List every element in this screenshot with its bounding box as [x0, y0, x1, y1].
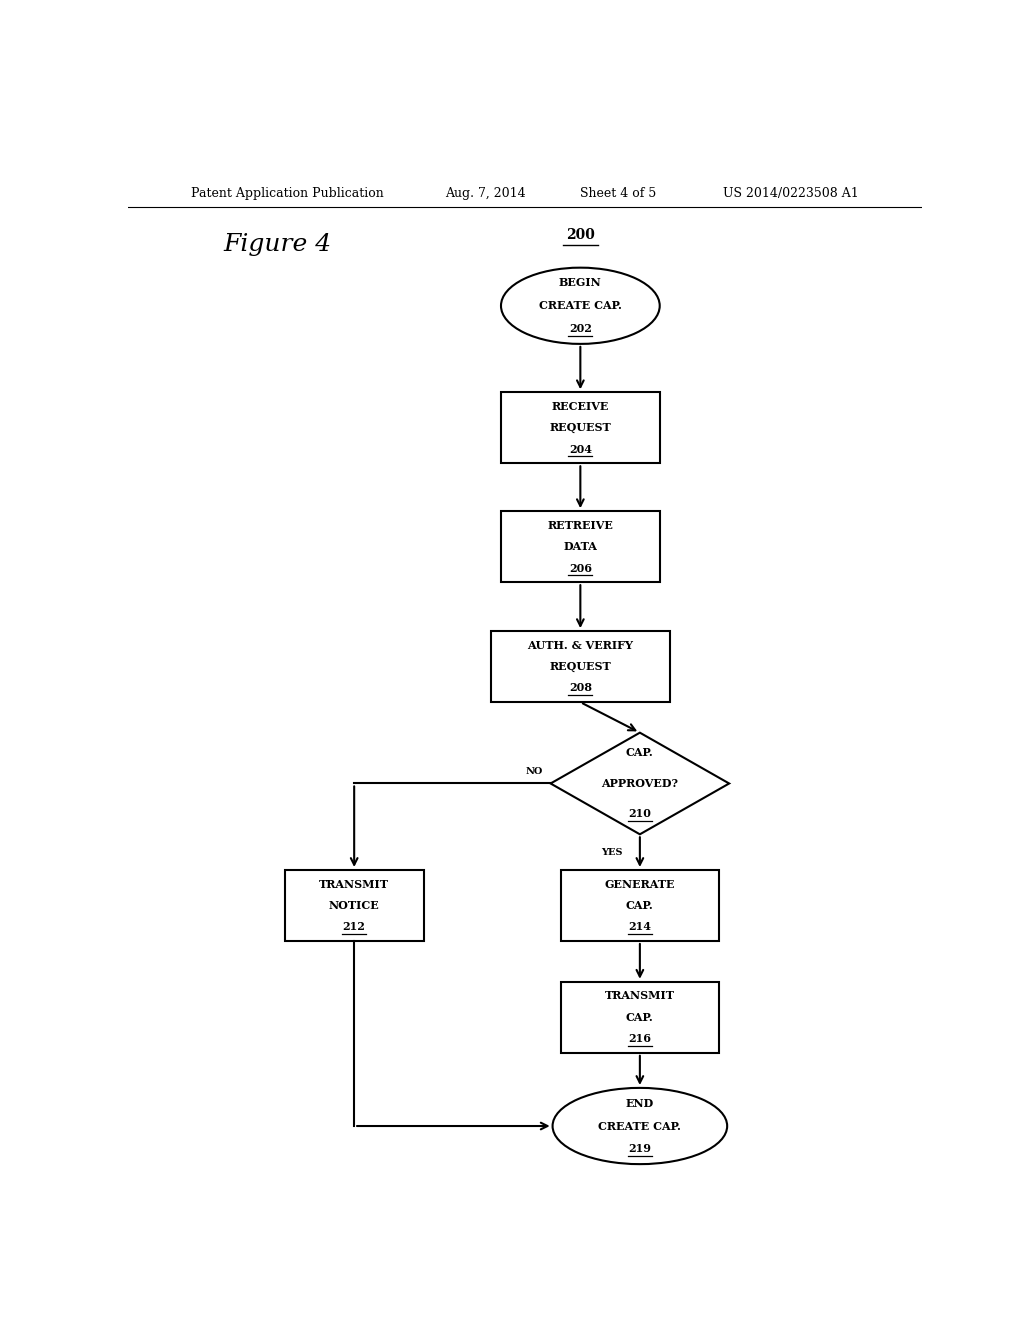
Bar — [501, 511, 659, 582]
Text: CAP.: CAP. — [626, 900, 653, 911]
Text: END: END — [626, 1098, 654, 1109]
Text: US 2014/0223508 A1: US 2014/0223508 A1 — [723, 187, 859, 201]
Text: GENERATE: GENERATE — [604, 879, 675, 890]
Text: AUTH. & VERIFY: AUTH. & VERIFY — [527, 640, 634, 651]
Text: 204: 204 — [569, 444, 592, 454]
Text: TRANSMIT: TRANSMIT — [319, 879, 389, 890]
Text: CREATE CAP.: CREATE CAP. — [598, 1121, 681, 1131]
Text: 219: 219 — [629, 1143, 651, 1155]
Bar — [560, 870, 719, 941]
Text: REQUEST: REQUEST — [550, 661, 611, 672]
Text: CREATE CAP.: CREATE CAP. — [539, 300, 622, 312]
Text: NOTICE: NOTICE — [329, 900, 380, 911]
Text: NO: NO — [525, 767, 543, 776]
Text: RETREIVE: RETREIVE — [548, 520, 613, 531]
Text: APPROVED?: APPROVED? — [601, 777, 678, 789]
Text: 208: 208 — [569, 682, 592, 693]
Bar — [560, 982, 719, 1053]
Text: Sheet 4 of 5: Sheet 4 of 5 — [581, 187, 656, 201]
Text: DATA: DATA — [563, 541, 597, 552]
Text: Patent Application Publication: Patent Application Publication — [191, 187, 384, 201]
Text: CAP.: CAP. — [626, 1011, 653, 1023]
Bar — [501, 392, 659, 463]
Text: 214: 214 — [629, 921, 651, 932]
Text: 216: 216 — [629, 1034, 651, 1044]
Text: BEGIN: BEGIN — [559, 277, 602, 288]
Text: 212: 212 — [343, 921, 366, 932]
Text: CAP.: CAP. — [626, 747, 653, 759]
Text: REQUEST: REQUEST — [550, 422, 611, 433]
Bar — [492, 631, 670, 702]
Text: YES: YES — [601, 849, 623, 857]
Text: Figure 4: Figure 4 — [223, 234, 332, 256]
Bar — [285, 870, 424, 941]
Text: 206: 206 — [569, 562, 592, 573]
Text: 202: 202 — [569, 323, 592, 334]
Text: Aug. 7, 2014: Aug. 7, 2014 — [445, 187, 526, 201]
Text: TRANSMIT: TRANSMIT — [605, 990, 675, 1002]
Text: 200: 200 — [566, 227, 595, 242]
Text: 210: 210 — [629, 808, 651, 820]
Text: RECEIVE: RECEIVE — [552, 401, 609, 412]
